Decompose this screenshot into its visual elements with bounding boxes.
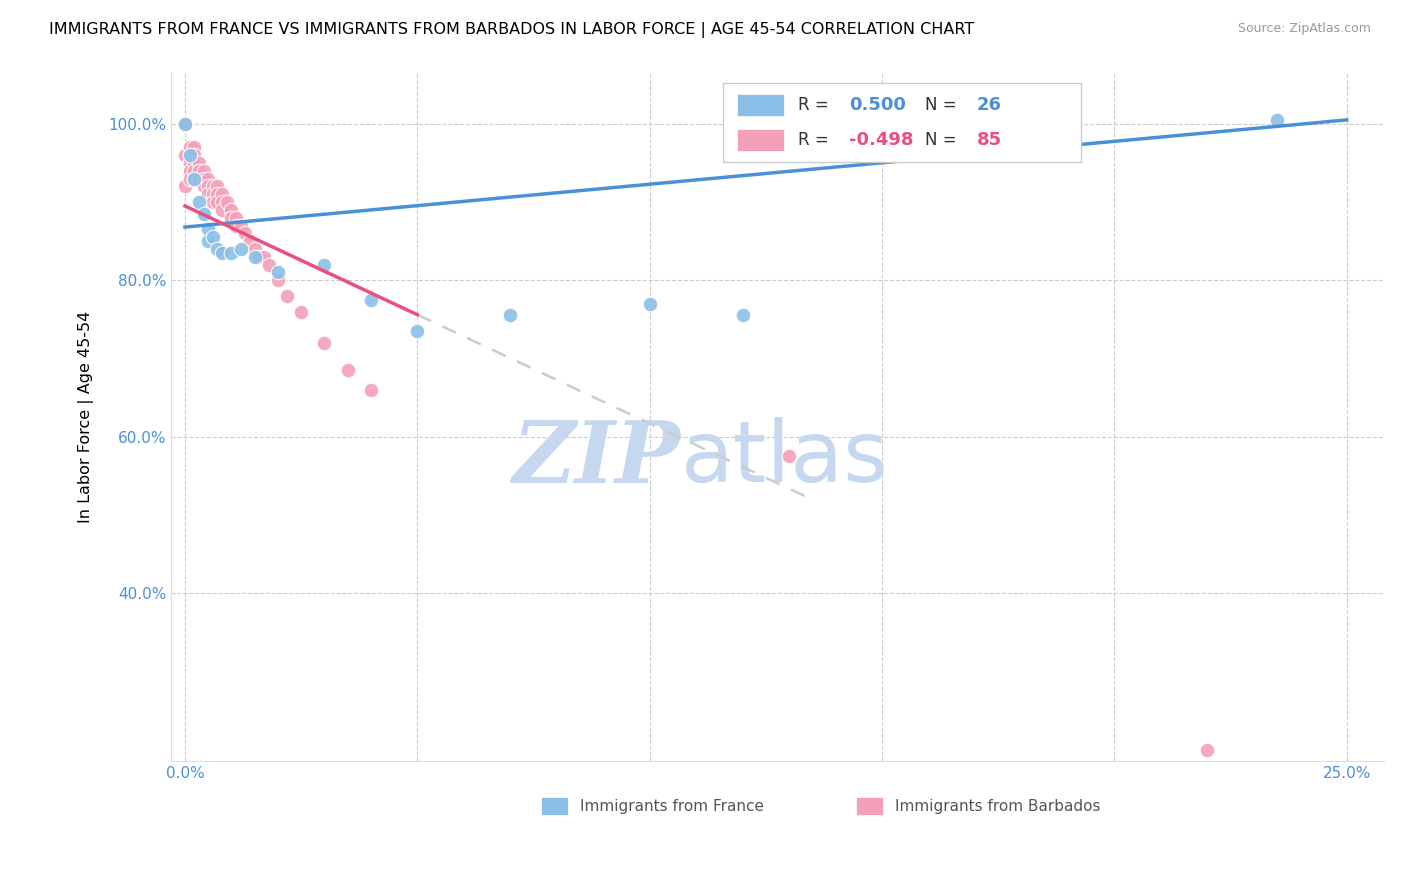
FancyBboxPatch shape: [738, 129, 783, 152]
Text: Immigrants from Barbados: Immigrants from Barbados: [896, 798, 1101, 814]
Point: [1197, 742, 1219, 756]
Text: ZIP: ZIP: [513, 417, 681, 500]
Point: [253, 250, 276, 264]
Point: [197, 234, 219, 248]
Y-axis label: In Labor Force | Age 45-54: In Labor Force | Age 45-54: [79, 311, 94, 524]
Point: [247, 250, 270, 264]
Point: [174, 179, 197, 194]
Point: [174, 148, 197, 162]
Point: [187, 156, 209, 170]
Point: [229, 242, 252, 256]
Point: [183, 156, 205, 170]
Point: [267, 265, 290, 279]
Text: N =: N =: [925, 96, 962, 114]
Point: [193, 179, 215, 194]
Point: [243, 250, 266, 264]
Text: N =: N =: [925, 131, 962, 149]
Text: atlas: atlas: [681, 417, 889, 500]
Point: [183, 171, 205, 186]
Point: [499, 309, 522, 323]
Point: [314, 335, 336, 350]
Point: [197, 179, 219, 194]
Point: [336, 363, 359, 377]
Point: [187, 163, 209, 178]
Point: [207, 179, 229, 194]
Point: [225, 211, 247, 225]
Point: [197, 171, 219, 186]
Point: [179, 148, 201, 162]
Text: Source: ZipAtlas.com: Source: ZipAtlas.com: [1237, 22, 1371, 36]
Point: [183, 148, 205, 162]
Point: [211, 202, 233, 217]
Point: [207, 242, 229, 256]
Point: [267, 273, 290, 287]
Point: [290, 304, 312, 318]
Point: [360, 293, 382, 307]
Point: [179, 156, 201, 170]
Point: [221, 246, 243, 260]
Point: [211, 195, 233, 210]
Point: [187, 195, 209, 210]
Point: [638, 297, 661, 311]
Point: [183, 140, 205, 154]
Point: [207, 195, 229, 210]
Point: [239, 234, 262, 248]
Point: [193, 207, 215, 221]
Text: R =: R =: [799, 131, 834, 149]
Text: R =: R =: [799, 96, 834, 114]
Point: [211, 246, 233, 260]
Point: [174, 117, 197, 131]
Point: [179, 148, 201, 162]
FancyBboxPatch shape: [541, 797, 568, 814]
Text: 0.500: 0.500: [849, 96, 905, 114]
Point: [179, 171, 201, 186]
Point: [183, 171, 205, 186]
Point: [207, 187, 229, 202]
Text: 85: 85: [976, 131, 1001, 149]
Text: Immigrants from France: Immigrants from France: [579, 798, 763, 814]
Text: 26: 26: [976, 96, 1001, 114]
Point: [276, 289, 298, 303]
Point: [778, 450, 800, 464]
Point: [406, 324, 429, 338]
Point: [225, 219, 247, 233]
Point: [731, 309, 754, 323]
Point: [360, 383, 382, 397]
Point: [215, 195, 238, 210]
FancyBboxPatch shape: [738, 95, 783, 117]
Point: [201, 187, 224, 202]
Point: [243, 242, 266, 256]
Point: [197, 222, 219, 236]
Text: IMMIGRANTS FROM FRANCE VS IMMIGRANTS FROM BARBADOS IN LABOR FORCE | AGE 45-54 CO: IMMIGRANTS FROM FRANCE VS IMMIGRANTS FRO…: [49, 22, 974, 38]
Point: [221, 202, 243, 217]
FancyBboxPatch shape: [856, 797, 883, 814]
Point: [235, 227, 257, 241]
Point: [201, 230, 224, 244]
Point: [174, 117, 197, 131]
Point: [314, 258, 336, 272]
Point: [211, 187, 233, 202]
Point: [174, 117, 197, 131]
Point: [193, 163, 215, 178]
Point: [1265, 112, 1288, 127]
Point: [187, 171, 209, 186]
Point: [257, 258, 280, 272]
FancyBboxPatch shape: [723, 83, 1081, 162]
Text: -0.498: -0.498: [849, 131, 914, 149]
Point: [221, 211, 243, 225]
Point: [201, 179, 224, 194]
Point: [193, 171, 215, 186]
Point: [229, 219, 252, 233]
Point: [197, 187, 219, 202]
Point: [183, 163, 205, 178]
Point: [179, 163, 201, 178]
Point: [179, 140, 201, 154]
Point: [201, 195, 224, 210]
